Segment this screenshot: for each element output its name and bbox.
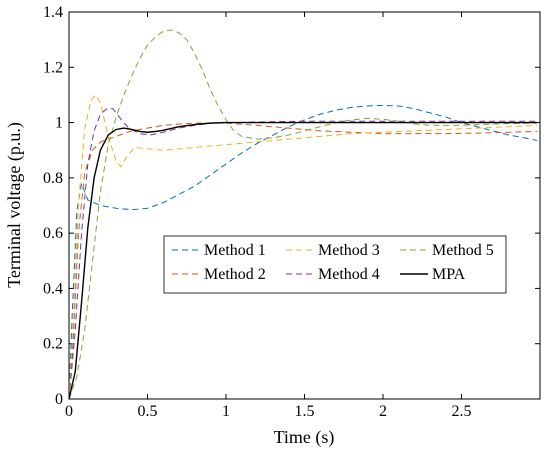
y-tick-label: 0.6 (43, 225, 63, 242)
legend-label-method-4: Method 4 (318, 266, 380, 283)
y-axis-label: Terminal voltage (p.u.) (4, 122, 25, 288)
legend-label-method-2: Method 2 (204, 266, 266, 283)
x-axis-label: Time (s) (274, 427, 335, 448)
series-layer (69, 29, 537, 399)
y-tick-label: 0 (55, 391, 63, 408)
legend-label-method-1: Method 1 (204, 242, 266, 259)
y-tick-label: 1 (55, 115, 63, 132)
x-tick-label: 1 (222, 403, 230, 420)
y-tick-label: 0.4 (43, 280, 63, 297)
y-tick-label: 0.8 (43, 170, 63, 187)
series-line-mpa (69, 121, 537, 399)
y-axis: 0 0.2 0.4 0.6 0.8 1 1.2 1.4 (43, 4, 540, 408)
series-line-method-3 (69, 94, 537, 399)
series-line-method-1 (69, 104, 537, 399)
x-tick-label: 2.5 (452, 403, 472, 420)
plot-area (68, 11, 541, 400)
x-tick-label: 0 (65, 403, 73, 420)
y-tick-label: 1.2 (43, 59, 63, 76)
x-tick-label: 0.5 (138, 403, 158, 420)
x-tick-label: 2 (379, 403, 387, 420)
legend-label-method-5: Method 5 (432, 242, 494, 259)
series-line-method-5 (69, 29, 537, 399)
x-axis: 0 0.5 1 1.5 2 2.5 (65, 12, 472, 420)
legend-box (163, 235, 507, 294)
legend-label-mpa: MPA (432, 266, 466, 283)
series-line-method-2 (69, 122, 537, 399)
legend: Method 1 Method 3 Method 5 Method 2 Method 4… (163, 235, 507, 294)
y-tick-label: 0.2 (43, 336, 63, 353)
y-tick-label: 1.4 (43, 4, 63, 21)
legend-label-method-3: Method 3 (318, 242, 380, 259)
x-tick-label: 1.5 (295, 403, 315, 420)
